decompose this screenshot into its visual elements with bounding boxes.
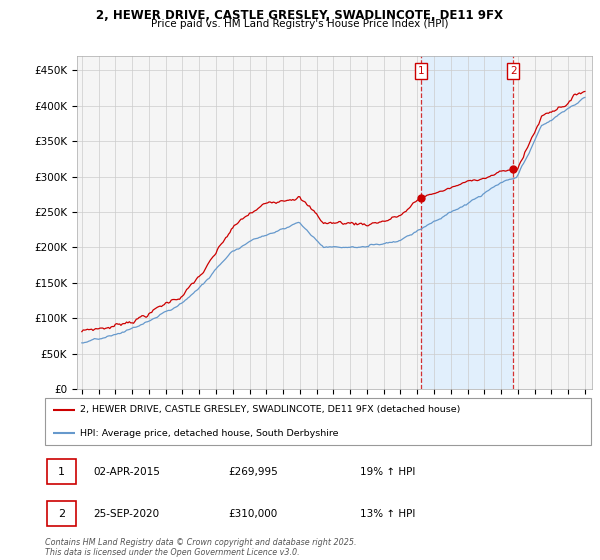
- Text: 25-SEP-2020: 25-SEP-2020: [93, 509, 159, 519]
- Text: 13% ↑ HPI: 13% ↑ HPI: [360, 509, 415, 519]
- Text: 2, HEWER DRIVE, CASTLE GRESLEY, SWADLINCOTE, DE11 9FX (detached house): 2, HEWER DRIVE, CASTLE GRESLEY, SWADLINC…: [80, 405, 461, 414]
- Text: Price paid vs. HM Land Registry's House Price Index (HPI): Price paid vs. HM Land Registry's House …: [151, 19, 449, 29]
- Text: 1: 1: [418, 66, 425, 76]
- Text: 02-APR-2015: 02-APR-2015: [93, 467, 160, 477]
- Text: 2: 2: [510, 66, 517, 76]
- Bar: [421, 56, 513, 389]
- Text: Contains HM Land Registry data © Crown copyright and database right 2025.
This d: Contains HM Land Registry data © Crown c…: [45, 538, 356, 557]
- FancyBboxPatch shape: [47, 501, 76, 526]
- FancyBboxPatch shape: [47, 459, 76, 484]
- Text: HPI: Average price, detached house, South Derbyshire: HPI: Average price, detached house, Sout…: [80, 429, 339, 438]
- Text: 1: 1: [58, 467, 65, 477]
- Text: 19% ↑ HPI: 19% ↑ HPI: [360, 467, 415, 477]
- Text: 2: 2: [58, 509, 65, 519]
- Text: £310,000: £310,000: [228, 509, 277, 519]
- FancyBboxPatch shape: [45, 398, 591, 445]
- Text: £269,995: £269,995: [228, 467, 278, 477]
- Text: 2, HEWER DRIVE, CASTLE GRESLEY, SWADLINCOTE, DE11 9FX: 2, HEWER DRIVE, CASTLE GRESLEY, SWADLINC…: [97, 9, 503, 22]
